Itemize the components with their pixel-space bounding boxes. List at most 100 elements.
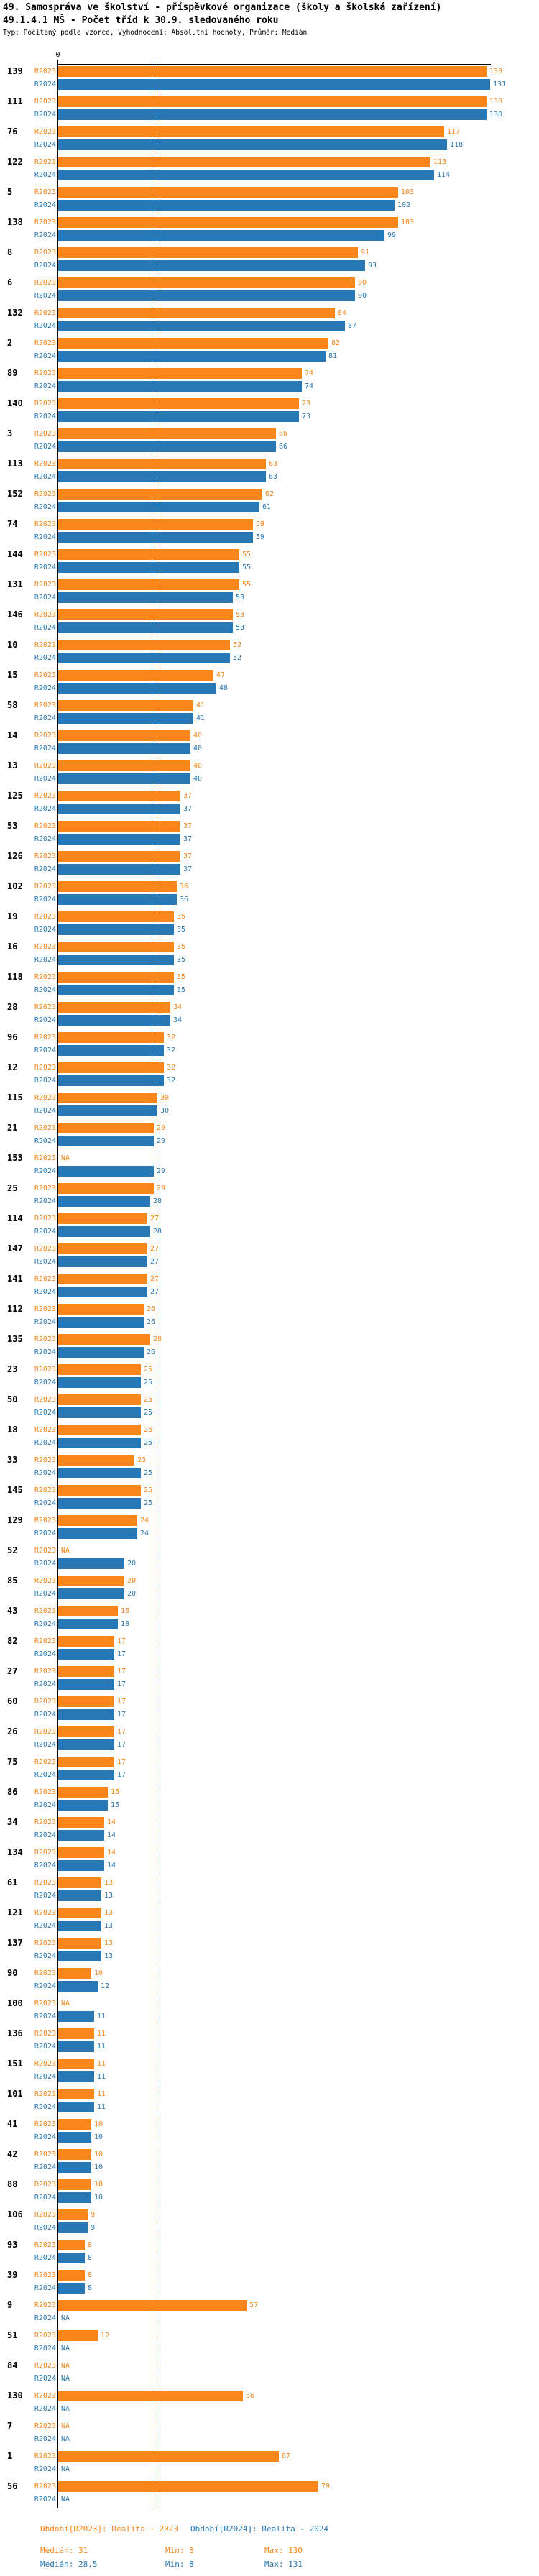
bar-r2023 [58, 2240, 85, 2250]
value-label: 17 [117, 1637, 126, 1645]
series-label-r2024: R2024 [34, 684, 56, 692]
group-id-label: 114 [7, 1213, 23, 1223]
bar-r2023 [58, 1636, 114, 1647]
series-label-r2024: R2024 [34, 1590, 56, 1598]
group-id-label: 139 [7, 66, 23, 76]
group-id-label: 9 [7, 2300, 13, 2310]
value-label: 13 [104, 1909, 114, 1917]
series-label-r2023: R2023 [34, 852, 56, 860]
value-label: 130 [489, 111, 503, 119]
bar-r2023 [58, 1425, 141, 1435]
group-id-label: 88 [7, 2179, 18, 2189]
series-label-r2023: R2023 [34, 279, 56, 287]
na-label: NA [61, 2000, 70, 2007]
chart-subtitle: 49.1.4.1 MŠ - Počet tříd k 30.9. sledova… [3, 15, 279, 26]
na-label: NA [61, 2465, 70, 2473]
bar-r2023 [58, 2300, 247, 2311]
series-label-r2024: R2024 [34, 1680, 56, 1688]
value-label: 17 [117, 1741, 126, 1749]
na-label: NA [61, 2405, 70, 2413]
bar-r2023 [58, 1062, 164, 1073]
bar-r2023 [58, 1938, 101, 1949]
series-label-r2024: R2024 [34, 1952, 56, 1960]
series-label-r2024: R2024 [34, 1137, 56, 1145]
series-label-r2023: R2023 [34, 581, 56, 589]
value-label: 17 [117, 1668, 126, 1675]
value-label: 17 [117, 1758, 126, 1766]
series-label-r2024: R2024 [34, 2284, 56, 2292]
group-id-label: 115 [7, 1092, 23, 1103]
bar-r2024 [58, 2253, 85, 2263]
bar-r2024 [58, 1800, 108, 1811]
na-label: NA [61, 2362, 70, 2370]
bar-r2024 [58, 1226, 150, 1237]
value-label: 14 [107, 1818, 116, 1826]
series-label-r2024: R2024 [34, 745, 56, 753]
group-id-label: 12 [7, 1062, 18, 1072]
bar-r2024 [58, 1588, 124, 1599]
bar-r2024 [58, 109, 487, 120]
group-id-label: 106 [7, 2209, 23, 2220]
series-label-r2023: R2023 [34, 1426, 56, 1434]
value-label: 34 [173, 1003, 183, 1011]
series-label-r2024: R2024 [34, 322, 56, 330]
bar-r2024 [58, 562, 239, 573]
group-id-label: 15 [7, 670, 18, 680]
bar-r2023 [58, 821, 180, 832]
bar-r2024 [58, 2162, 91, 2173]
value-label: 23 [137, 1456, 147, 1464]
bar-r2023 [58, 1877, 101, 1888]
value-label: 9 [91, 2224, 96, 2232]
bar-r2024 [58, 1558, 124, 1569]
series-label-r2023: R2023 [34, 1275, 56, 1283]
series-label-r2024: R2024 [34, 2012, 56, 2020]
series-label-r2024: R2024 [34, 1379, 56, 1386]
value-label: 27 [150, 1288, 160, 1296]
value-label: 25 [144, 1409, 153, 1417]
bar-r2023 [58, 1696, 114, 1707]
value-label: 74 [305, 369, 314, 377]
series-label-r2023: R2023 [34, 1456, 56, 1464]
bar-r2023 [58, 1847, 104, 1858]
value-label: 56 [246, 2392, 255, 2400]
bar-r2024 [58, 1045, 164, 1056]
series-label-r2023: R2023 [34, 1818, 56, 1826]
bar-r2024 [58, 622, 233, 633]
series-label-r2024: R2024 [34, 1228, 56, 1236]
series-label-r2023: R2023 [34, 2452, 56, 2460]
series-label-r2024: R2024 [34, 2496, 56, 2503]
group-id-label: 140 [7, 398, 23, 408]
series-label-r2023: R2023 [34, 1698, 56, 1706]
value-label: 130 [489, 68, 503, 75]
value-label: 26 [147, 1348, 156, 1356]
series-label-r2024: R2024 [34, 1741, 56, 1749]
group-id-label: 3 [7, 428, 13, 438]
value-label: 10 [94, 2120, 103, 2128]
stat-median-r2023: Medián: 31 [40, 2546, 88, 2555]
bar-r2024 [58, 139, 447, 150]
value-label: 11 [97, 2012, 106, 2020]
series-label-r2024: R2024 [34, 2163, 56, 2171]
group-id-label: 2 [7, 338, 13, 348]
value-label: 55 [242, 551, 252, 558]
bar-r2024 [58, 170, 434, 180]
series-label-r2023: R2023 [34, 1728, 56, 1736]
value-label: 27 [150, 1258, 160, 1266]
group-id-label: 118 [7, 972, 23, 982]
group-id-label: 144 [7, 549, 23, 559]
series-label-r2023: R2023 [34, 883, 56, 891]
value-label: 17 [117, 1680, 126, 1688]
value-label: 37 [183, 835, 193, 843]
bar-r2024 [58, 1136, 154, 1146]
value-label: 26 [147, 1318, 156, 1326]
bar-r2024 [58, 864, 180, 875]
series-label-r2024: R2024 [34, 1197, 56, 1205]
bar-r2023 [58, 1183, 154, 1194]
bar-r2023 [58, 579, 239, 590]
value-label: 24 [140, 1517, 149, 1524]
value-label: 74 [305, 382, 314, 390]
series-label-r2023: R2023 [34, 2392, 56, 2400]
bar-r2024 [58, 1528, 137, 1539]
series-label-r2024: R2024 [34, 1318, 56, 1326]
